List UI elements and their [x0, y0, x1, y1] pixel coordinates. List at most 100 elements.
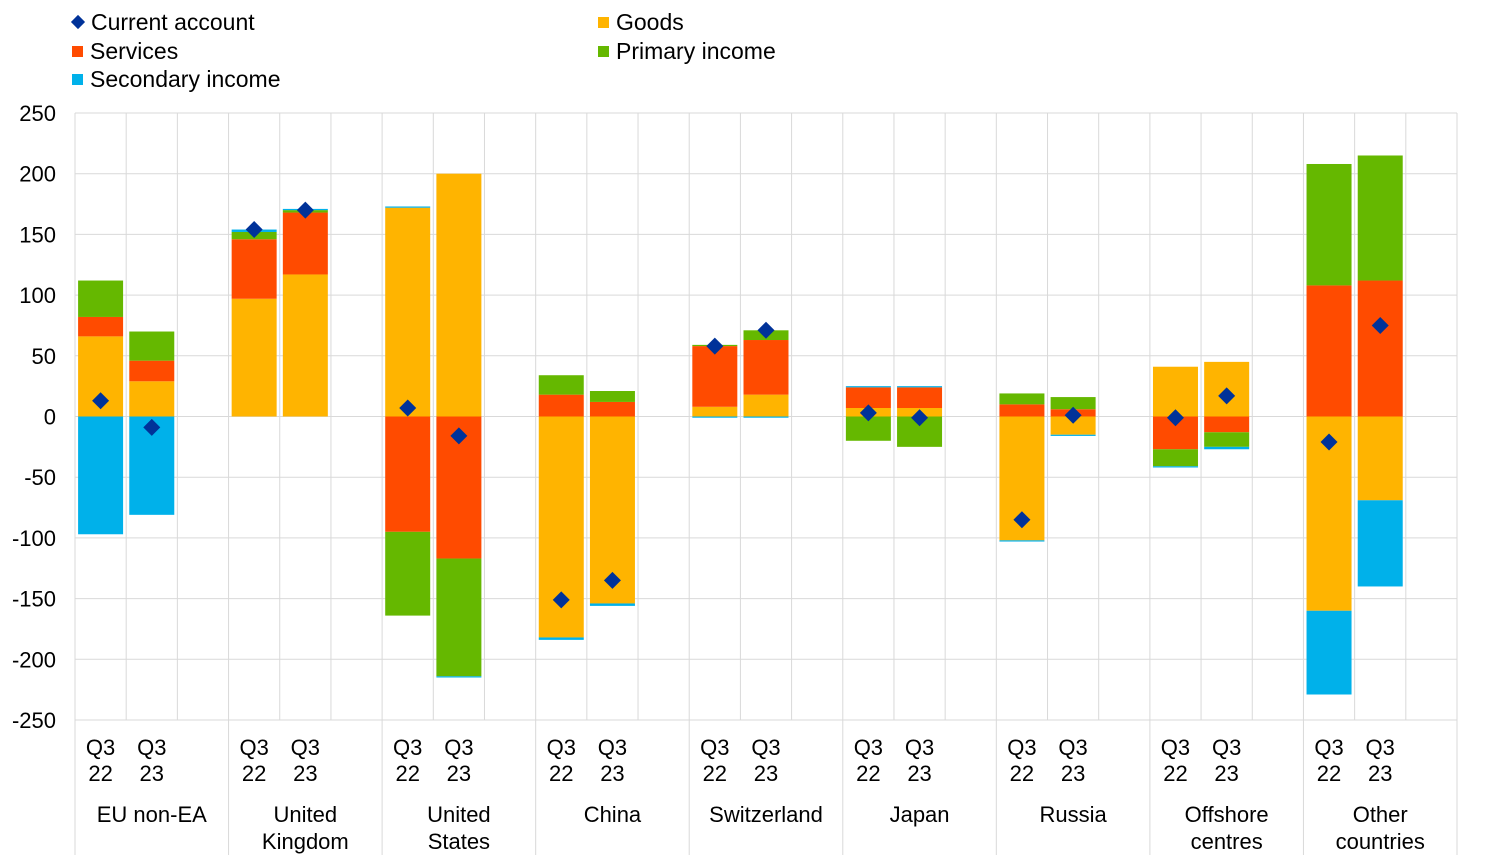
bar-segment-goods: [743, 394, 789, 417]
x-period-label: 22: [703, 761, 727, 786]
current-account-marker: [296, 201, 314, 219]
x-period-label: 23: [907, 761, 931, 786]
bar-segment-services: [385, 416, 431, 532]
x-period-label: 23: [140, 761, 164, 786]
current-account-marker: [399, 399, 417, 417]
x-period-label: Q3: [1212, 735, 1241, 760]
x-period-label: Q3: [444, 735, 473, 760]
x-period-label: Q3: [854, 735, 883, 760]
current-account-marker: [1166, 409, 1184, 427]
bar-segment-secondary-income: [897, 386, 943, 388]
y-tick-label: 50: [32, 344, 56, 369]
bar-segment-secondary-income: [538, 637, 584, 640]
x-period-label: 23: [1061, 761, 1085, 786]
current-account-marker: [1064, 406, 1082, 424]
legend-label-current-account: Current account: [91, 9, 255, 35]
current-account-marker: [1371, 316, 1389, 334]
current-account-marker: [911, 409, 929, 427]
x-group-label: Other: [1353, 802, 1408, 827]
current-account-marker: [1218, 387, 1236, 405]
bar-segment-secondary-income: [1306, 610, 1352, 695]
x-period-label: Q3: [1314, 735, 1343, 760]
legend-item-current-account: Current account: [70, 8, 255, 36]
bar-segment-goods: [231, 298, 277, 417]
x-period-label: Q3: [86, 735, 115, 760]
bar-segment-secondary-income: [1204, 446, 1250, 450]
bar-segment-secondary-income: [845, 386, 891, 388]
bar-segment-secondary-income: [385, 206, 431, 208]
current-account-marker: [859, 404, 877, 422]
y-axis: 250 200 150 100 50 0 -50 -100 -150 -200 -250: [12, 101, 56, 733]
legend-item-services: Services: [72, 37, 178, 65]
legend-item-primary-income: Primary income: [598, 37, 776, 65]
x-group-label: countries: [1336, 829, 1425, 854]
x-period-label: Q3: [1366, 735, 1395, 760]
y-tick-label: -250: [12, 708, 56, 733]
x-group-label: States: [428, 829, 490, 854]
bar-segment-services: [743, 340, 789, 395]
bar-segment-primary-income: [589, 391, 635, 402]
bar-segment-secondary-income: [589, 603, 635, 606]
legend-swatch-secondary-income: [72, 73, 83, 85]
bar-segment-services: [129, 360, 175, 382]
legend-label-primary-income: Primary income: [616, 38, 776, 64]
x-group-label: Offshore: [1185, 802, 1269, 827]
current-account-marker: [450, 427, 468, 445]
current-account-marker: [245, 221, 263, 239]
x-period-label: Q3: [393, 735, 422, 760]
y-tick-label: 100: [19, 283, 56, 308]
bar-segment-goods: [385, 207, 431, 417]
bar-segment-goods: [1050, 416, 1096, 435]
bar-segment-services: [1357, 280, 1403, 417]
x-period-label: 22: [1163, 761, 1187, 786]
x-axis: Q322Q323Q322Q323Q322Q323Q322Q323Q322Q323…: [86, 735, 1425, 854]
current-account-marker: [92, 392, 110, 410]
x-group-label: United: [427, 802, 491, 827]
bar-segment-primary-income: [999, 393, 1045, 405]
x-group-label: Switzerland: [709, 802, 823, 827]
x-period-label: 23: [1368, 761, 1392, 786]
y-tick-label: 250: [19, 101, 56, 126]
x-period-label: 22: [1317, 761, 1341, 786]
x-period-label: Q3: [598, 735, 627, 760]
x-group-label: Kingdom: [262, 829, 349, 854]
y-tick-label: 200: [19, 162, 56, 187]
x-period-label: Q3: [905, 735, 934, 760]
x-group-label: EU non-EA: [97, 802, 207, 827]
legend-label-goods: Goods: [616, 9, 684, 35]
x-period-label: Q3: [547, 735, 576, 760]
y-tick-label: 0: [44, 405, 56, 430]
x-period-label: 22: [856, 761, 880, 786]
x-period-label: 22: [88, 761, 112, 786]
x-group-label: China: [584, 802, 642, 827]
bar-segment-goods: [692, 406, 738, 417]
x-period-label: Q3: [751, 735, 780, 760]
x-period-label: Q3: [1007, 735, 1036, 760]
y-tick-label: 150: [19, 222, 56, 247]
current-account-marker: [143, 418, 161, 436]
legend-label-secondary-income: Secondary income: [90, 66, 281, 92]
legend-swatch-primary-income: [598, 45, 609, 57]
x-group-label: centres: [1191, 829, 1263, 854]
x-period-label: 22: [549, 761, 573, 786]
bar-segment-primary-income: [129, 331, 175, 361]
bar-segment-services: [692, 346, 738, 407]
current-account-marker: [1013, 511, 1031, 529]
x-period-label: Q3: [700, 735, 729, 760]
bar-segment-services: [897, 387, 943, 409]
bar-segment-services: [589, 401, 635, 417]
bar-segment-primary-income: [1357, 155, 1403, 281]
x-period-label: 22: [242, 761, 266, 786]
bar-segment-goods: [282, 274, 328, 417]
bar-segment-services: [1204, 416, 1250, 433]
bar-segment-primary-income: [78, 280, 124, 317]
bar-segment-services: [231, 239, 277, 299]
x-period-label: Q3: [239, 735, 268, 760]
bar-segment-goods: [129, 381, 175, 417]
x-period-label: 23: [447, 761, 471, 786]
bar-segment-primary-income: [1204, 432, 1250, 447]
y-tick-label: -50: [24, 465, 56, 490]
bar-segment-secondary-income: [1050, 434, 1096, 436]
legend-item-goods: Goods: [598, 8, 684, 36]
